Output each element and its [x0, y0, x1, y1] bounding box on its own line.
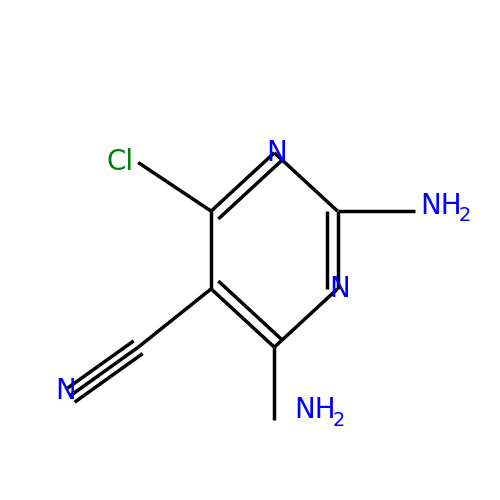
Text: 2: 2 [332, 410, 345, 430]
Text: N: N [330, 275, 350, 303]
Text: N: N [266, 139, 287, 167]
Text: N: N [55, 377, 76, 405]
Text: Cl: Cl [106, 148, 134, 176]
Text: NH: NH [420, 192, 462, 220]
Text: 2: 2 [459, 206, 471, 226]
Text: NH: NH [294, 396, 336, 424]
